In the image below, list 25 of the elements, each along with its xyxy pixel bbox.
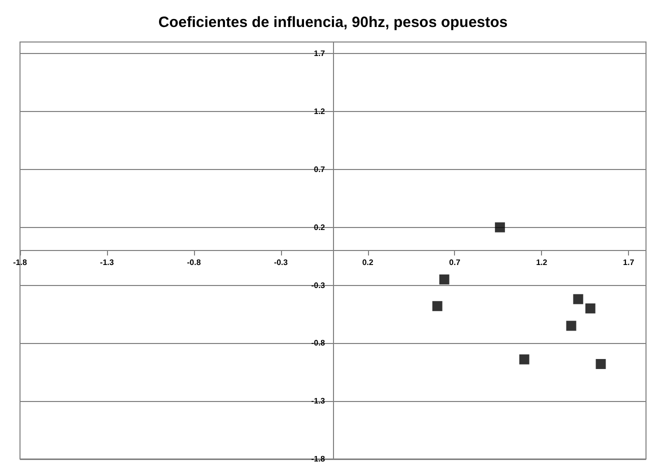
y-tick-label: -0.3	[311, 280, 326, 290]
x-tick-label: -0.8	[186, 258, 202, 267]
chart-title: Coeficientes de influencia, 90hz, pesos opuestos	[158, 14, 508, 31]
x-tick-label: 0.7	[449, 258, 461, 267]
x-tick-label: 1.7	[623, 258, 635, 267]
point	[585, 303, 596, 314]
point	[519, 354, 530, 364]
y-tick-label: 0.7	[314, 164, 326, 174]
x-tick-label: -0.3	[274, 258, 288, 267]
x-tick-label: 1.2	[536, 258, 548, 267]
point	[573, 294, 584, 304]
y-tick-label: -1.8	[311, 454, 326, 464]
x-tick-label: -1.8	[13, 258, 28, 267]
y-tick-label: 1.2	[314, 107, 326, 116]
point	[494, 222, 505, 232]
y-tick-label: -0.8	[311, 338, 326, 348]
x-tick-label: 0.2	[362, 258, 374, 267]
point	[596, 359, 606, 370]
point	[432, 301, 442, 312]
point	[566, 320, 576, 331]
point	[439, 274, 450, 284]
y-tick-label: 0.2	[314, 222, 326, 232]
y-tick-label: -1.3	[311, 396, 326, 406]
y-tick-label: 1.7	[314, 49, 326, 58]
x-tick-label: -1.3	[100, 258, 114, 267]
